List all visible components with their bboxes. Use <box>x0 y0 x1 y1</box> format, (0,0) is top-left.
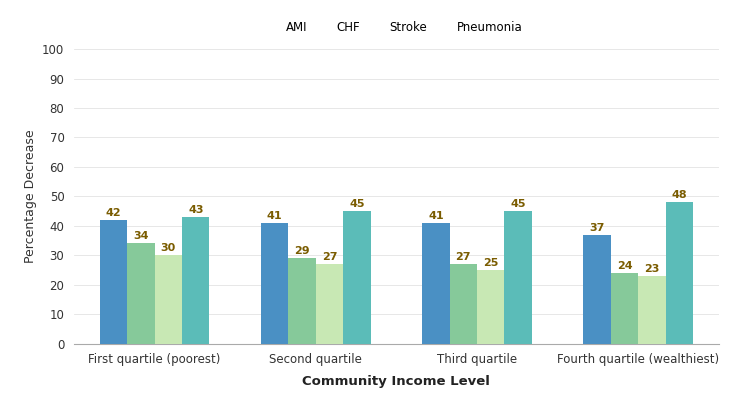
Text: 45: 45 <box>511 199 526 209</box>
Bar <box>127 243 155 344</box>
Legend: AMI, CHF, Stroke, Pneumonia: AMI, CHF, Stroke, Pneumonia <box>265 17 528 39</box>
Text: 41: 41 <box>428 211 444 221</box>
Text: 34: 34 <box>133 231 149 241</box>
Bar <box>288 258 316 344</box>
Text: 43: 43 <box>188 205 204 215</box>
Text: 48: 48 <box>671 190 687 200</box>
Bar <box>638 276 665 344</box>
Text: 27: 27 <box>322 252 337 262</box>
Text: 23: 23 <box>644 264 659 274</box>
Bar <box>422 223 450 344</box>
Bar <box>155 255 182 344</box>
Bar <box>611 273 638 344</box>
Text: 29: 29 <box>294 246 310 256</box>
Bar <box>450 264 477 344</box>
Text: 24: 24 <box>617 261 632 271</box>
Text: 27: 27 <box>456 252 471 262</box>
Bar <box>100 220 127 344</box>
Text: 30: 30 <box>161 243 176 253</box>
Bar <box>343 211 370 344</box>
Bar <box>665 202 693 344</box>
Bar <box>182 217 210 344</box>
Text: 37: 37 <box>589 222 605 233</box>
Bar <box>477 270 505 344</box>
Bar <box>505 211 532 344</box>
Text: 25: 25 <box>483 258 499 268</box>
Text: 45: 45 <box>349 199 365 209</box>
Bar <box>261 223 288 344</box>
Bar <box>583 235 611 344</box>
Bar <box>316 264 343 344</box>
Y-axis label: Percentage Decrease: Percentage Decrease <box>24 130 36 263</box>
X-axis label: Community Income Level: Community Income Level <box>302 375 491 388</box>
Text: 41: 41 <box>267 211 282 221</box>
Text: 42: 42 <box>106 208 122 218</box>
